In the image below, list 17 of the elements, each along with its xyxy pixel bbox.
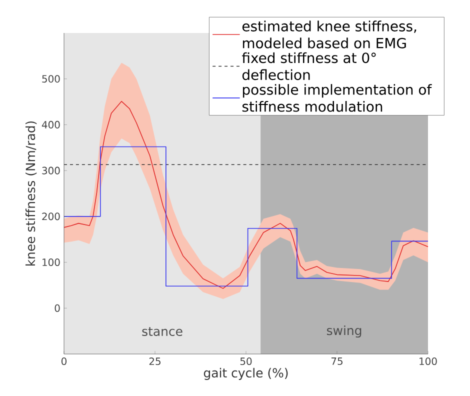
x-axis-title: gait cycle (%) — [204, 368, 288, 380]
x-tick-label: 50 — [240, 358, 252, 366]
line-series — [64, 100, 428, 289]
x-tick-label: 75 — [331, 358, 342, 365]
y-tick-label: 200 — [42, 212, 60, 220]
band-label: swing — [326, 325, 362, 338]
band-label: stance — [142, 327, 182, 336]
x-tick-label: 0 — [61, 358, 67, 366]
x-tick-label: 25 — [149, 358, 160, 366]
legend-label: possible implementation of stiffness modulation — [242, 84, 432, 112]
y-tick-label: 100 — [42, 258, 60, 266]
x-tick-label: 100 — [420, 358, 437, 366]
y-tick-label: 0 — [54, 304, 60, 312]
y-tick-label: 300 — [42, 166, 60, 174]
y-axis-title: knee stiffness (Nm/rad) — [26, 121, 37, 266]
y-tick-label: 500 — [42, 75, 60, 83]
y-tick-label: 400 — [42, 120, 60, 128]
